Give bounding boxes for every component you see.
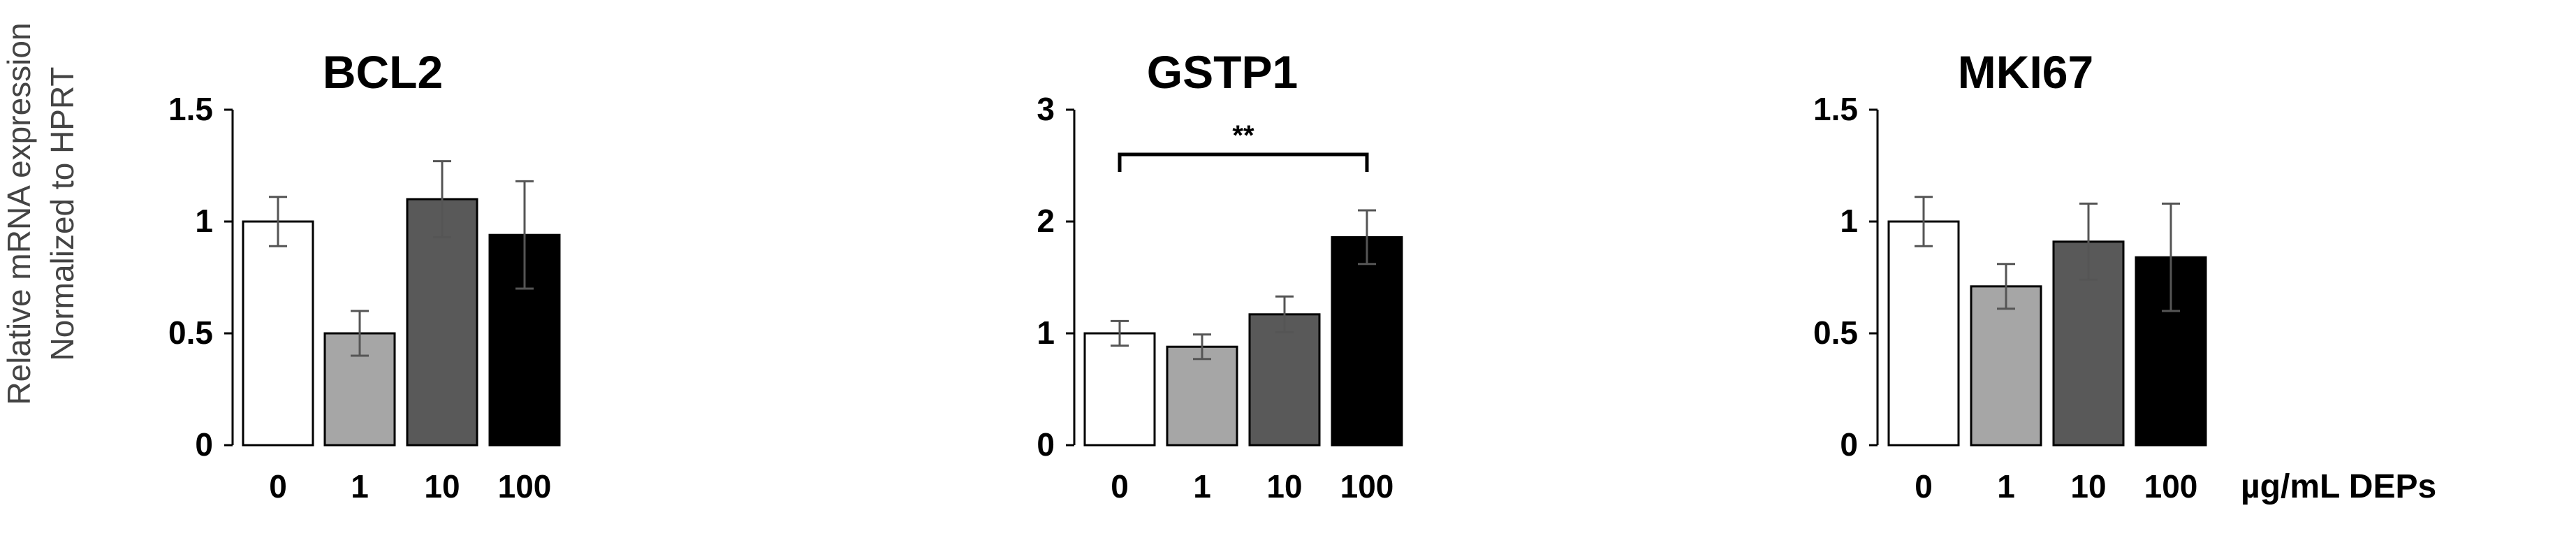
bar-1-3 [1331,236,1403,447]
bar-2-1 [1970,285,2042,447]
y-tick-label-1-0: 0 [1037,426,1055,463]
bar-2-0 [1887,220,1960,447]
x-axis-unit-label: µg/mL DEPs [2241,468,2436,505]
y-tick-label-1-3: 3 [1037,91,1055,127]
bar-1-2 [1248,313,1321,447]
x-tick-label-2-2: 10 [2070,468,2106,505]
x-tick-label-2-0: 0 [1915,468,1933,505]
x-tick-label-2-1: 1 [1997,468,2015,505]
bar-0-0 [242,220,314,447]
y-tick-label-2-2: 1 [1840,203,1858,239]
y-tick-label-0-2: 1 [195,203,213,239]
x-tick-label-0-1: 1 [351,468,369,505]
y-tick-label-2-0: 0 [1840,426,1858,463]
significance-label-1-0: ** [1232,120,1254,151]
bar-1-0 [1083,332,1156,447]
x-tick-label-0-0: 0 [269,468,287,505]
chart-title-0: BCL2 [323,46,443,98]
x-tick-label-0-2: 10 [424,468,460,505]
x-tick-label-1-2: 10 [1266,468,1302,505]
y-tick-label-2-1: 0.5 [1813,314,1858,351]
y-tick-label-1-2: 2 [1037,203,1055,239]
chart-title-2: MKI67 [1958,46,2093,98]
y-tick-label-2-3: 1.5 [1813,91,1858,127]
bar-1-1 [1166,345,1238,447]
x-tick-label-2-3: 100 [2144,468,2198,505]
x-tick-label-1-3: 100 [1340,468,1394,505]
x-tick-label-1-1: 1 [1193,468,1211,505]
significance-bracket-1-0 [1118,152,1369,172]
x-tick-label-1-0: 0 [1111,468,1129,505]
y-tick-label-0-0: 0 [195,426,213,463]
x-tick-label-0-3: 100 [498,468,552,505]
y-tick-label-0-3: 1.5 [168,91,213,127]
bar-0-2 [406,198,478,447]
y-tick-label-0-1: 0.5 [168,314,213,351]
chart-title-1: GSTP1 [1147,46,1298,98]
y-tick-label-1-1: 1 [1037,314,1055,351]
